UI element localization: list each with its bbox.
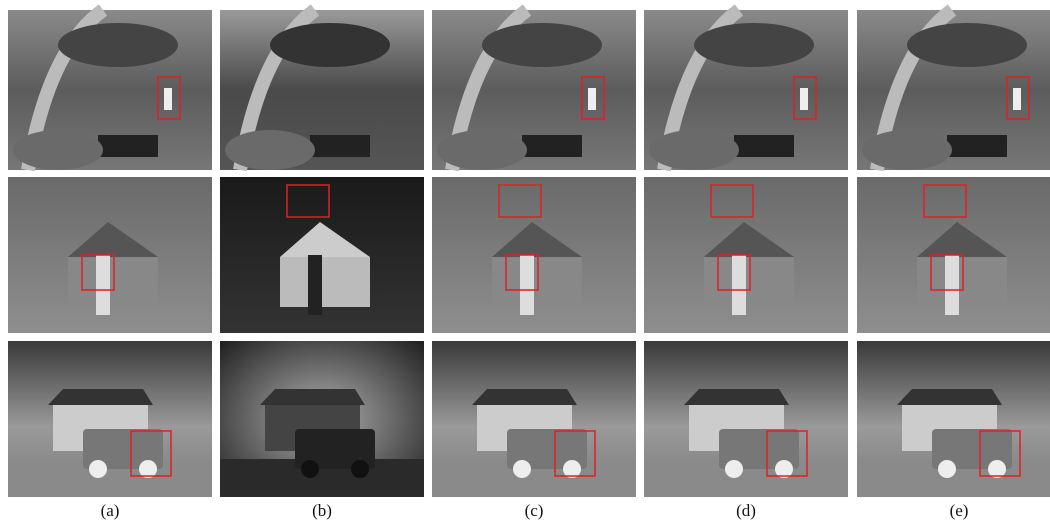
panel-label: (d) [736, 501, 756, 520]
bushes [907, 23, 1027, 67]
house-roof [48, 389, 153, 405]
person [1013, 88, 1021, 110]
bushes [270, 23, 390, 67]
pavilion [280, 257, 370, 307]
roof [310, 135, 370, 157]
person [800, 88, 808, 110]
bushes [58, 23, 178, 67]
roof [734, 135, 794, 157]
panel-label: (c) [525, 501, 544, 520]
panel-label: (e) [950, 501, 969, 520]
foliage [437, 130, 527, 170]
panel-label: (b) [312, 501, 332, 520]
person [732, 255, 746, 315]
foliage [225, 130, 315, 170]
wheel [351, 460, 369, 478]
wheel [513, 460, 531, 478]
figure: (a) (b) (c) (d) (e) [0, 0, 1050, 523]
wheel [89, 460, 107, 478]
person [520, 255, 534, 315]
foliage [649, 130, 739, 170]
wheel [301, 460, 319, 478]
person [96, 255, 110, 315]
person [588, 88, 596, 110]
bushes [694, 23, 814, 67]
roof [522, 135, 582, 157]
bushes [482, 23, 602, 67]
person [164, 88, 172, 110]
roof [98, 135, 158, 157]
panel-label: (a) [101, 501, 120, 520]
house-roof [684, 389, 789, 405]
house-roof [472, 389, 577, 405]
person [945, 255, 959, 315]
house-roof [260, 389, 365, 405]
house-roof [897, 389, 1002, 405]
foliage [13, 130, 103, 170]
person [308, 255, 322, 315]
wheel [938, 460, 956, 478]
roof [947, 135, 1007, 157]
foliage [862, 130, 952, 170]
wheel [725, 460, 743, 478]
